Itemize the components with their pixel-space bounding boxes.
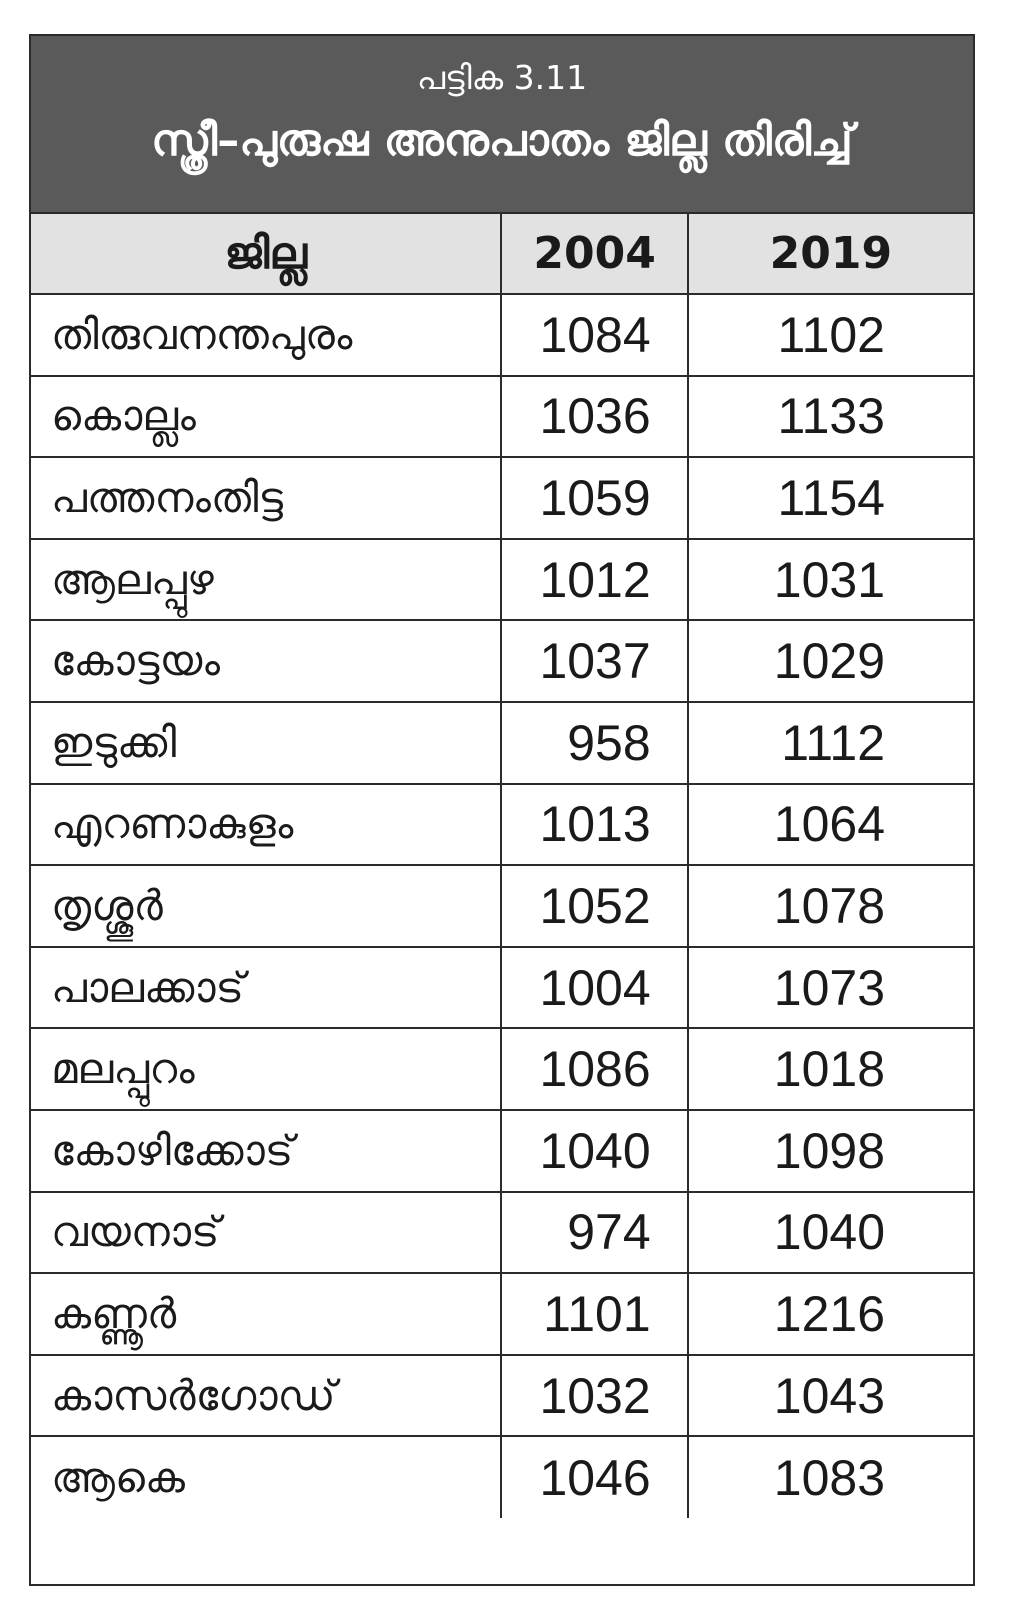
value-2004-cell: 1059 <box>501 457 689 540</box>
value-2019-cell: 1040 <box>687 1191 973 1275</box>
value-2004-cell: 974 <box>501 1191 689 1275</box>
district-cell: പത്തനംതിട്ട <box>31 457 503 540</box>
value-2004-cell: 1084 <box>501 294 689 377</box>
district-cell: കാസർഗോഡ് <box>31 1354 503 1438</box>
table-row: മലപ്പുറം 1086 1018 <box>31 1028 973 1111</box>
district-cell: പാലക്കാട് <box>31 946 503 1030</box>
table-row: ആലപ്പുഴ 1012 1031 <box>31 538 973 622</box>
table-row: ഇടുക്കി 958 1112 <box>31 701 973 785</box>
table-row: ആകെ 1046 1083 <box>31 1436 973 1518</box>
data-table: ജില്ല 2004 2019 തിരുവനന്തപുരം 1084 1102 കൊല… <box>31 214 973 1518</box>
district-cell: കോട്ടയം <box>31 620 503 703</box>
value-2019-cell: 1154 <box>687 457 973 540</box>
district-cell: എറണാകുളം <box>31 783 503 867</box>
value-2019-cell: 1098 <box>687 1109 973 1193</box>
table-row: കണ്ണൂർ 1101 1216 <box>31 1273 973 1356</box>
table-row: തിരുവനന്തപുരം 1084 1102 <box>31 294 973 377</box>
district-cell: ഇടുക്കി <box>31 701 503 785</box>
value-2004-cell: 1036 <box>501 375 689 459</box>
value-2019-cell: 1018 <box>687 1028 973 1111</box>
district-cell: കണ്ണൂർ <box>31 1273 503 1356</box>
table-row: തൃശ്ശൂർ 1052 1078 <box>31 865 973 948</box>
district-cell: ആലപ്പുഴ <box>31 538 503 622</box>
district-cell: കൊല്ലം <box>31 375 503 459</box>
table-row: കാസർഗോഡ് 1032 1043 <box>31 1354 973 1438</box>
district-cell: ആകെ <box>31 1436 503 1518</box>
header-row: ജില്ല 2004 2019 <box>31 214 973 295</box>
table-caption: പട്ടിക 3.11 <box>416 58 588 97</box>
table-row: എറണാകുളം 1013 1064 <box>31 783 973 867</box>
sex-ratio-table: പട്ടിക 3.11 സ്ത്രീ–പുരുഷ അനുപാതം ജില്ല ത… <box>29 34 975 1586</box>
district-cell: വയനാട് <box>31 1191 503 1275</box>
value-2019-cell: 1078 <box>687 865 973 948</box>
column-header-district: ജില്ല <box>31 214 503 295</box>
table-row: കോഴിക്കോട് 1040 1098 <box>31 1109 973 1193</box>
table-row: പാലക്കാട് 1004 1073 <box>31 946 973 1030</box>
value-2019-cell: 1029 <box>687 620 973 703</box>
value-2019-cell: 1133 <box>687 375 973 459</box>
value-2019-cell: 1102 <box>687 294 973 377</box>
value-2019-cell: 1112 <box>687 701 973 785</box>
value-2004-cell: 1052 <box>501 865 689 948</box>
value-2019-cell: 1073 <box>687 946 973 1030</box>
value-2004-cell: 1040 <box>501 1109 689 1193</box>
column-header-2004: 2004 <box>501 214 689 295</box>
table-row: കോട്ടയം 1037 1029 <box>31 620 973 703</box>
value-2004-cell: 1046 <box>501 1436 689 1518</box>
value-2004-cell: 1004 <box>501 946 689 1030</box>
value-2004-cell: 1012 <box>501 538 689 622</box>
district-cell: തൃശ്ശൂർ <box>31 865 503 948</box>
table-title: സ്ത്രീ–പുരുഷ അനുപാതം ജില്ല തിരിച്ച് <box>151 115 853 166</box>
value-2004-cell: 1013 <box>501 783 689 867</box>
value-2004-cell: 1037 <box>501 620 689 703</box>
district-cell: കോഴിക്കോട് <box>31 1109 503 1193</box>
value-2019-cell: 1064 <box>687 783 973 867</box>
column-header-2019: 2019 <box>687 214 973 295</box>
value-2019-cell: 1083 <box>773 1449 885 1506</box>
value-2004-cell: 958 <box>501 701 689 785</box>
value-2004-cell: 1101 <box>501 1273 689 1356</box>
district-cell: തിരുവനന്തപുരം <box>31 294 503 377</box>
table-row: വയനാട് 974 1040 <box>31 1191 973 1275</box>
district-cell: മലപ്പുറം <box>31 1028 503 1111</box>
table-title-block: പട്ടിക 3.11 സ്ത്രീ–പുരുഷ അനുപാതം ജില്ല ത… <box>31 36 973 214</box>
value-2019-cell: 1031 <box>687 538 973 622</box>
value-2019-cell: 1216 <box>687 1273 973 1356</box>
value-2004-cell: 1032 <box>501 1354 689 1438</box>
value-2019-cell: 1043 <box>687 1354 973 1438</box>
table-row: കൊല്ലം 1036 1133 <box>31 375 973 459</box>
value-2004-cell: 1086 <box>501 1028 689 1111</box>
table-row: പത്തനംതിട്ട 1059 1154 <box>31 457 973 540</box>
